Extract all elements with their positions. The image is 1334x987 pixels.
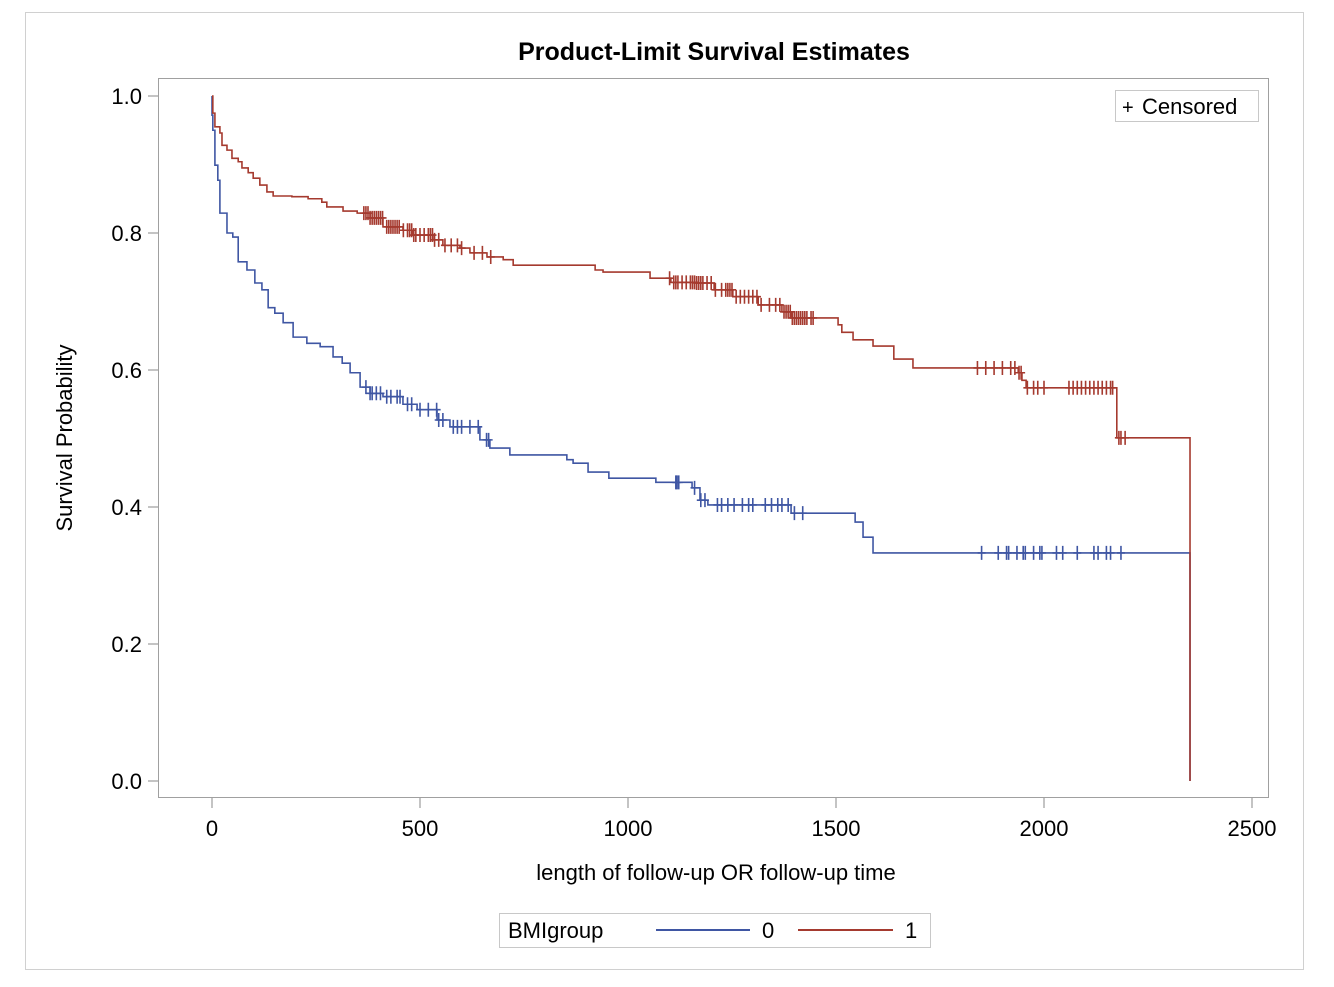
censored-mark-1 [752, 289, 761, 304]
y-tick-label: 0.4 [111, 495, 142, 520]
censored-mark-1 [470, 245, 479, 260]
censored-legend-box [1115, 90, 1259, 122]
censored-mark-1 [457, 241, 466, 256]
censored-mark-0 [784, 497, 793, 512]
censored-mark-0 [1058, 545, 1067, 560]
censored-mark-1 [775, 297, 784, 312]
y-tick-label: 1.0 [111, 84, 142, 109]
plot-area [158, 78, 1269, 798]
censored-mark-0 [484, 432, 493, 447]
censored-mark-0 [407, 397, 416, 412]
x-tick-label: 2000 [1020, 816, 1069, 841]
censored-mark-0 [1073, 545, 1082, 560]
censored-legend-symbol: + [1122, 97, 1134, 119]
legend-label-0: 0 [762, 918, 774, 943]
x-tick-label: 1500 [812, 816, 861, 841]
censored-mark-1 [478, 245, 487, 260]
censored-mark-1 [1010, 360, 1019, 375]
censored-mark-1 [728, 282, 736, 297]
censored-mark-1 [809, 310, 818, 325]
censored-mark-0 [674, 475, 683, 490]
censored-mark-0 [790, 506, 799, 521]
legend-label-1: 1 [905, 918, 917, 943]
censored-mark-0 [1106, 545, 1115, 560]
censored-mark-1 [990, 360, 999, 375]
censored-mark-0 [1037, 545, 1046, 560]
x-tick-label: 500 [402, 816, 439, 841]
censored-mark-1 [486, 249, 495, 264]
censored-mark-0 [994, 545, 1003, 560]
censored-mark-0 [700, 493, 709, 508]
censored-mark-0 [432, 402, 441, 417]
censored-mark-0 [690, 480, 699, 495]
censored-mark-1 [1040, 380, 1048, 395]
group-legend: BMIgroup 0 1 [499, 913, 931, 948]
censored-mark-0 [798, 506, 807, 521]
censored-mark-1 [434, 232, 443, 247]
censored-mark-0 [457, 419, 466, 434]
censored-legend: + Censored [1115, 90, 1259, 122]
y-tick-label: 0.0 [111, 769, 142, 794]
y-tick-label: 0.2 [111, 632, 142, 657]
y-tick-label: 0.6 [111, 358, 142, 383]
censored-legend-label: Censored [1142, 94, 1237, 119]
y-tick-label: 0.8 [111, 221, 142, 246]
censored-mark-1 [998, 360, 1007, 375]
censored-mark-1 [378, 210, 387, 225]
censored-mark-1 [453, 238, 462, 253]
series-layer [211, 95, 1191, 781]
censored-mark-0 [977, 545, 986, 560]
x-axis-label: length of follow-up OR follow-up time [536, 860, 896, 885]
censored-mark-1 [1017, 365, 1026, 380]
censored-mark-0 [1116, 545, 1125, 560]
censored-mark-0 [474, 419, 483, 434]
x-tick-label: 2500 [1228, 816, 1277, 841]
censored-mark-0 [416, 402, 424, 417]
censored-mark-0 [730, 497, 739, 512]
chart-title: Product-Limit Survival Estimates [518, 38, 910, 66]
censored-mark-0 [465, 419, 474, 434]
y-axis: 0.0 0.2 0.4 0.6 0.8 1.0 [111, 84, 158, 794]
censored-mark-0 [1021, 545, 1030, 560]
x-axis: 0 500 1000 1500 2000 2500 [206, 798, 1277, 841]
group-legend-title: BMIgroup [508, 918, 603, 943]
censored-mark-0 [1094, 545, 1103, 560]
censored-mark-1 [1108, 380, 1117, 395]
censored-mark-0 [396, 389, 405, 404]
x-tick-label: 1000 [604, 816, 653, 841]
censored-mark-0 [376, 386, 385, 401]
censored-mark-1 [981, 360, 990, 375]
y-axis-label: Survival Probability [52, 344, 77, 531]
censored-mark-0 [361, 380, 370, 395]
censored-mark-0 [1004, 545, 1013, 560]
censored-mark-0 [438, 413, 447, 428]
censored-mark-1 [707, 276, 716, 291]
censored-mark-1 [665, 271, 674, 286]
censored-mark-1 [973, 360, 982, 375]
censored-mark-0 [748, 497, 757, 512]
censored-mark-1 [1121, 430, 1130, 445]
x-tick-label: 0 [206, 816, 218, 841]
censored-mark-1 [395, 219, 404, 234]
censored-mark-0 [424, 402, 433, 417]
censored-mark-1 [757, 297, 766, 312]
